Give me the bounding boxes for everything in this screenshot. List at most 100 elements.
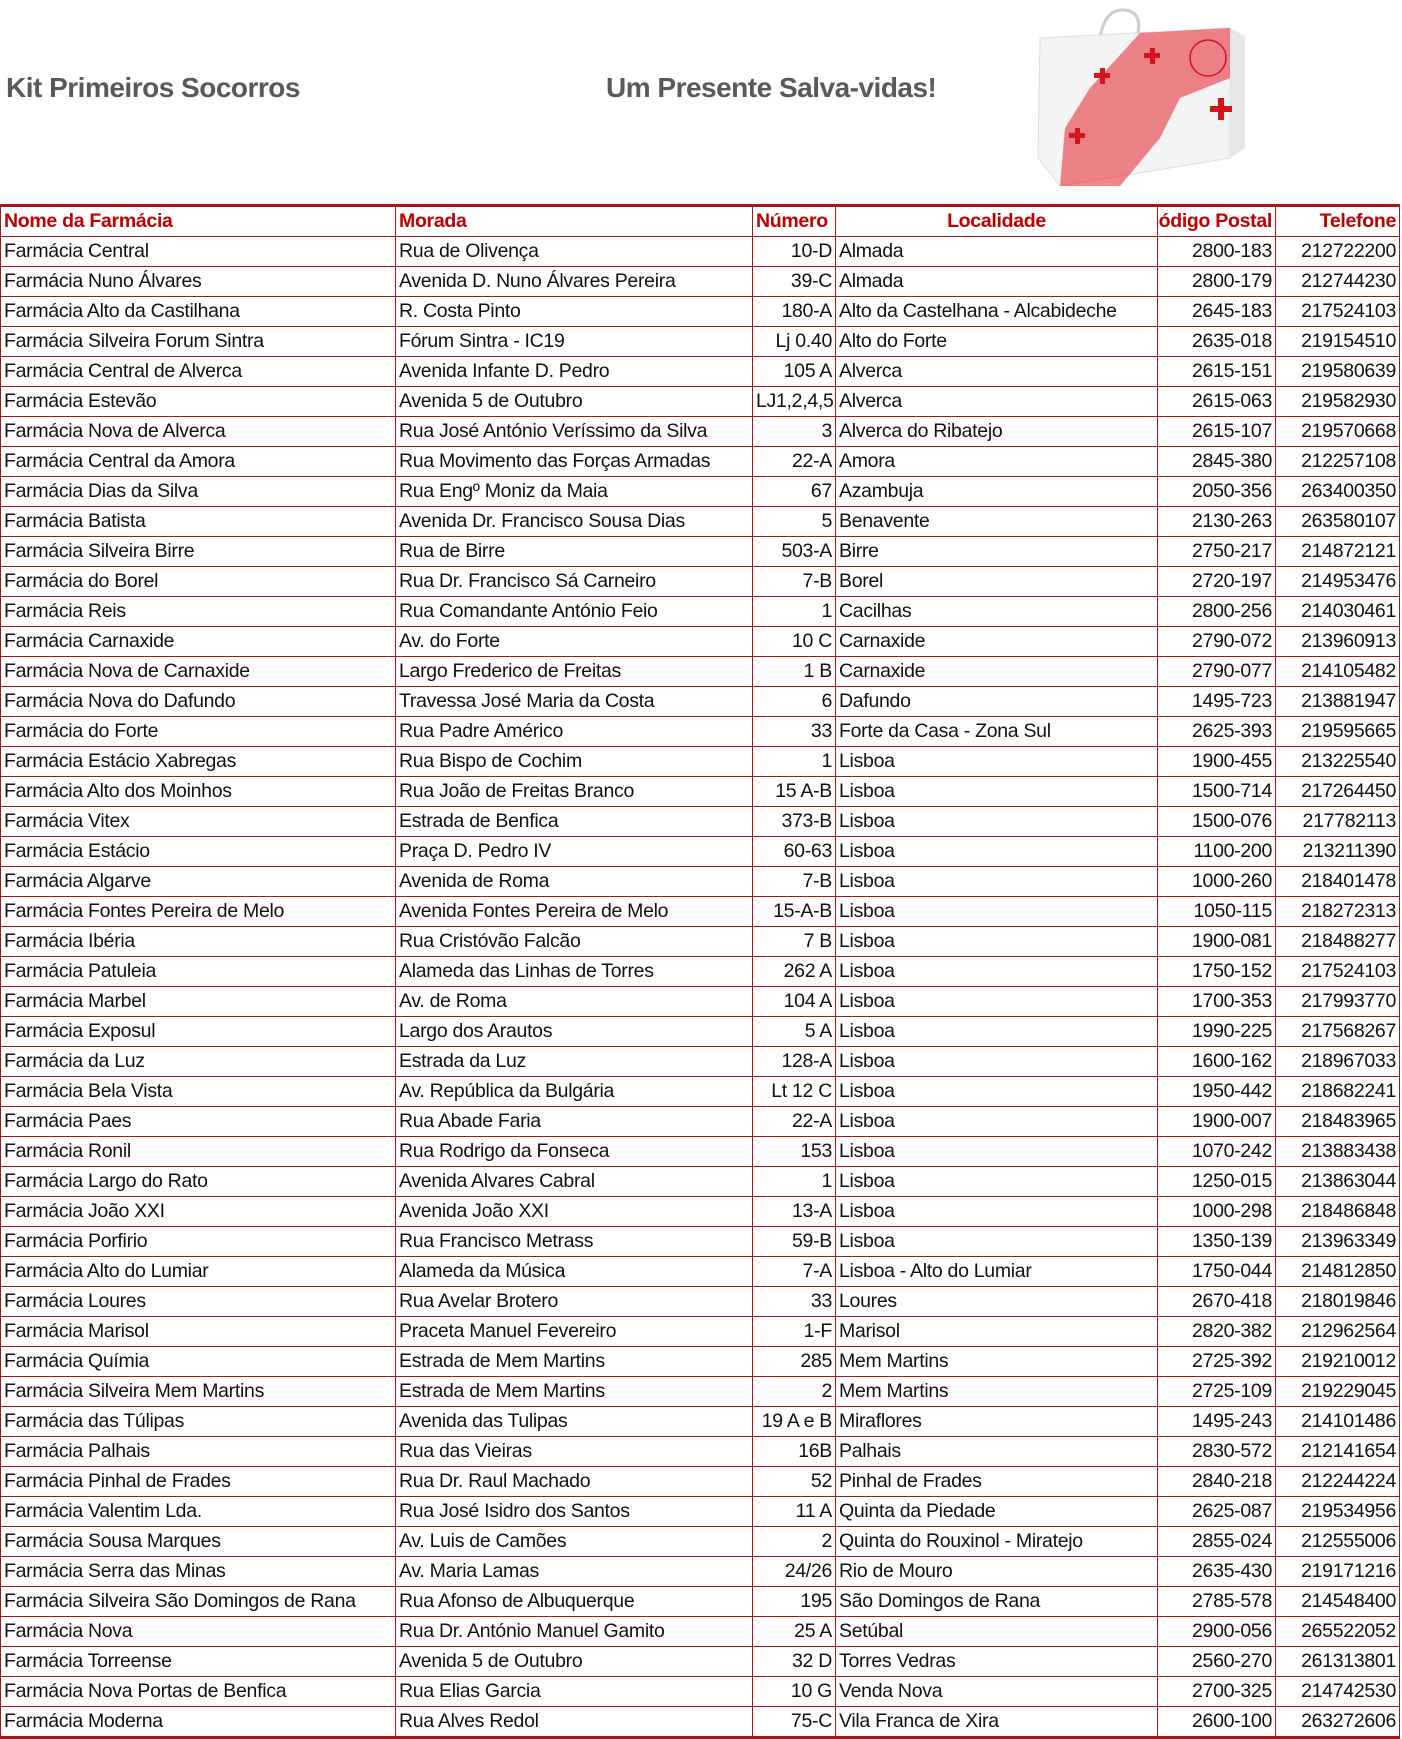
phone-cell: 219534956 — [1275, 1496, 1400, 1527]
locality-cell: Lisboa — [835, 926, 1158, 957]
street-number-cell: 15-A-B — [752, 896, 836, 927]
street-number-cell: 10-D — [752, 236, 836, 267]
street-number-cell: 10 C — [752, 626, 836, 657]
locality-cell: Forte da Casa - Zona Sul — [835, 716, 1158, 747]
locality-cell: Lisboa — [835, 956, 1158, 987]
table-row: Farmácia Estácio Praça D. Pedro IV 60-63 Li… — [0, 836, 1400, 867]
pharmacy-name-cell: Farmácia Pinhal de Frades — [0, 1466, 396, 1497]
table-row: Farmácia do Forte Rua Padre Américo 33 Fort… — [0, 716, 1400, 747]
postal-code-cell: 1900-081 — [1157, 926, 1276, 957]
pharmacy-name-cell: Farmácia Paes — [0, 1106, 396, 1137]
table-row: Farmácia Nova de Alverca Rua José António… — [0, 416, 1400, 447]
street-number-cell: 10 G — [752, 1676, 836, 1707]
street-number-cell: 105 A — [752, 356, 836, 387]
phone-cell: 214030461 — [1275, 596, 1400, 627]
street-number-cell: 1-F — [752, 1316, 836, 1347]
locality-cell: São Domingos de Rana — [835, 1586, 1158, 1617]
street-number-cell: 128-A — [752, 1046, 836, 1077]
street-number-cell: 2 — [752, 1526, 836, 1557]
locality-cell: Alverca do Ribatejo — [835, 416, 1158, 447]
table-row: Farmácia Estácio Xabregas Rua Bispo de Co… — [0, 746, 1400, 777]
street-number-cell: 5 A — [752, 1016, 836, 1047]
address-cell: Avenida Alvares Cabral — [395, 1166, 753, 1197]
locality-cell: Torres Vedras — [835, 1646, 1158, 1677]
street-number-cell: 104 A — [752, 986, 836, 1017]
pharmacy-name-cell: Farmácia Moderna — [0, 1706, 396, 1739]
phone-cell: 217524103 — [1275, 956, 1400, 987]
phone-cell: 213881947 — [1275, 686, 1400, 717]
address-cell: Avenida 5 de Outubro — [395, 1646, 753, 1677]
locality-cell: Loures — [835, 1286, 1158, 1317]
postal-code-cell: 1000-260 — [1157, 866, 1276, 897]
address-cell: Praceta Manuel Fevereiro — [395, 1316, 753, 1347]
table-row: Farmácia Moderna Rua Alves Redol 75-C Vila … — [0, 1706, 1400, 1739]
pharmacy-name-cell: Farmácia Nova — [0, 1616, 396, 1647]
pharmacy-name-cell: Farmácia Estevão — [0, 386, 396, 417]
table-row: Farmácia Carnaxide Av. do Forte 10 C Carnax… — [0, 626, 1400, 657]
address-cell: Rua José Isidro dos Santos — [395, 1496, 753, 1527]
address-cell: Av. Maria Lamas — [395, 1556, 753, 1587]
table-row: Farmácia Loures Rua Avelar Brotero 33 Loure… — [0, 1286, 1400, 1317]
pharmacy-name-cell: Farmácia Ibéria — [0, 926, 396, 957]
table-row: Farmácia das Túlipas Avenida das Tulipas 1… — [0, 1406, 1400, 1437]
postal-code-cell: 1900-007 — [1157, 1106, 1276, 1137]
phone-cell: 217568267 — [1275, 1016, 1400, 1047]
street-number-cell: 153 — [752, 1136, 836, 1167]
phone-cell: 214105482 — [1275, 656, 1400, 687]
locality-cell: Amora — [835, 446, 1158, 477]
street-number-cell: 2 — [752, 1376, 836, 1407]
phone-cell: 218967033 — [1275, 1046, 1400, 1077]
street-number-cell: 3 — [752, 416, 836, 447]
street-number-cell: 373-B — [752, 806, 836, 837]
postal-code-cell: 2820-382 — [1157, 1316, 1276, 1347]
phone-cell: 219582930 — [1275, 386, 1400, 417]
street-number-cell: 7-B — [752, 566, 836, 597]
pharmacy-name-cell: Farmácia Nuno Álvares — [0, 266, 396, 297]
column-header-name: Nome da Farmácia — [0, 204, 396, 237]
column-header-postal-code: Código Postal — [1157, 204, 1276, 237]
table-row: Farmácia Marisol Praceta Manuel Fevereiro… — [0, 1316, 1400, 1347]
locality-cell: Lisboa — [835, 776, 1158, 807]
postal-code-cell: 2800-179 — [1157, 266, 1276, 297]
postal-code-cell: 2560-270 — [1157, 1646, 1276, 1677]
locality-cell: Lisboa — [835, 746, 1158, 777]
phone-cell: 217782113 — [1275, 806, 1400, 837]
address-cell: Largo Frederico de Freitas — [395, 656, 753, 687]
address-cell: Rua Movimento das Forças Armadas — [395, 446, 753, 477]
table-row: Farmácia Nova Rua Dr. António Manuel Gami… — [0, 1616, 1400, 1647]
phone-cell: 217264450 — [1275, 776, 1400, 807]
phone-cell: 212722200 — [1275, 236, 1400, 267]
address-cell: Avenida de Roma — [395, 866, 753, 897]
street-number-cell: 32 D — [752, 1646, 836, 1677]
address-cell: Rua Rodrigo da Fonseca — [395, 1136, 753, 1167]
address-cell: Rua Dr. António Manuel Gamito — [395, 1616, 753, 1647]
pharmacy-name-cell: Farmácia Nova do Dafundo — [0, 686, 396, 717]
pharmacy-name-cell: Farmácia Estácio Xabregas — [0, 746, 396, 777]
address-cell: Av. do Forte — [395, 626, 753, 657]
table-row: Farmácia Ibéria Rua Cristóvão Falcão 7 B Li… — [0, 926, 1400, 957]
locality-cell: Lisboa — [835, 1226, 1158, 1257]
pharmacy-name-cell: Farmácia Ronil — [0, 1136, 396, 1167]
first-aid-kit-image — [1037, 8, 1245, 187]
phone-cell: 212962564 — [1275, 1316, 1400, 1347]
address-cell: Av. República da Bulgária — [395, 1076, 753, 1107]
table-row: Farmácia Serra das Minas Av. Maria Lamas 2… — [0, 1556, 1400, 1587]
pharmacy-name-cell: Farmácia Reis — [0, 596, 396, 627]
table-row: Farmácia Largo do Rato Avenida Alvares Ca… — [0, 1166, 1400, 1197]
locality-cell: Alverca — [835, 386, 1158, 417]
phone-cell: 212555006 — [1275, 1526, 1400, 1557]
address-cell: Avenida Infante D. Pedro — [395, 356, 753, 387]
street-number-cell: 7-A — [752, 1256, 836, 1287]
locality-cell: Alverca — [835, 356, 1158, 387]
postal-code-cell: 2615-063 — [1157, 386, 1276, 417]
postal-code-cell: 1495-243 — [1157, 1406, 1276, 1437]
phone-cell: 265522052 — [1275, 1616, 1400, 1647]
table-row: Farmácia Patuleia Alameda das Linhas de T… — [0, 956, 1400, 987]
pharmacy-name-cell: Farmácia Central da Amora — [0, 446, 396, 477]
pharmacy-name-cell: Farmácia Silveira Birre — [0, 536, 396, 567]
pharmacy-name-cell: Farmácia Palhais — [0, 1436, 396, 1467]
postal-code-cell: 1350-139 — [1157, 1226, 1276, 1257]
street-number-cell: 503-A — [752, 536, 836, 567]
table-row: Farmácia Reis Rua Comandante António Feio… — [0, 596, 1400, 627]
column-header-address: Morada — [395, 204, 753, 237]
